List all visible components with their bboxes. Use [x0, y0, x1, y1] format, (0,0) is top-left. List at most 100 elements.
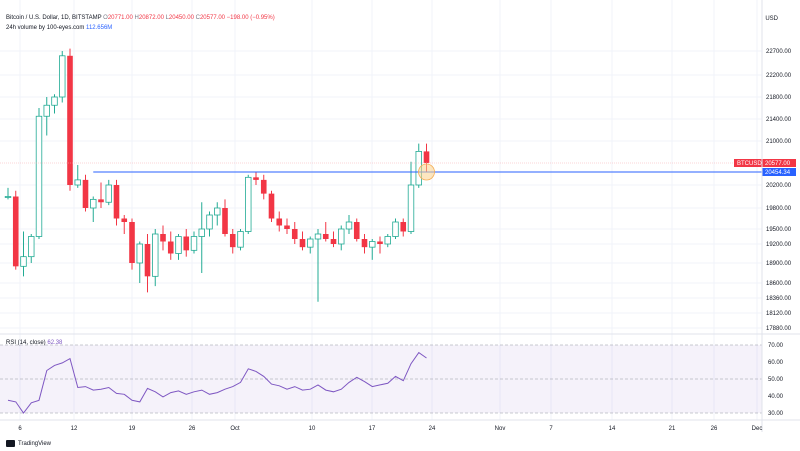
volume-legend: 24h volume by 100-eyes.com 112.656M [6, 25, 112, 31]
candle-up [214, 207, 221, 216]
candle-up [43, 104, 50, 117]
price-tick-label: 20200.00 [766, 183, 792, 189]
candle-down [260, 179, 267, 194]
candle-down [361, 239, 368, 248]
highlight-marker [418, 163, 435, 181]
candle-down [299, 239, 306, 248]
candle-up [384, 236, 391, 245]
candle-down [12, 196, 19, 267]
candle-up [90, 198, 97, 209]
rsi-legend: RSI (14, close) 62.38 [6, 340, 62, 346]
last-price-tag [762, 159, 796, 167]
close-label: C [195, 15, 200, 21]
time-tick-label: 19 [129, 426, 136, 432]
candle-down [144, 244, 151, 277]
time-tick-label: Nov [495, 426, 506, 432]
open-label: O [103, 15, 108, 21]
candle-up [392, 221, 399, 237]
price-tick-label: 21000.00 [766, 139, 792, 145]
close-value: 20577.00 [199, 15, 225, 21]
time-tick-label: 26 [189, 426, 196, 432]
price-tick-label: 19800.00 [766, 206, 792, 212]
rsi-tick-label: 70.00 [768, 343, 784, 349]
brand-name: TradingView [18, 440, 52, 447]
candle-up [59, 55, 66, 98]
rsi-tick-label: 30.00 [768, 411, 784, 417]
candle-down [423, 151, 430, 163]
symbol-legend: Bitcoin / U.S. Dollar, 1D, BITSTAMP O207… [6, 15, 275, 21]
candle-up [136, 243, 143, 264]
price-tick-label: 18360.00 [766, 296, 792, 302]
candle-down [98, 199, 104, 203]
candle-up [20, 256, 27, 267]
candle-up [152, 233, 159, 277]
price-tick-label: 22200.00 [766, 73, 792, 79]
high-value: 20872.00 [138, 15, 164, 21]
rsi-label: RSI (14, close) [6, 340, 46, 346]
candle-up [206, 214, 213, 230]
candle-down [284, 225, 290, 229]
low-value: 20450.00 [168, 15, 194, 21]
price-tick-label: 22700.00 [766, 49, 792, 55]
candle-down [222, 208, 228, 234]
last-price-label: 20577.00 [765, 161, 791, 167]
rsi-tick-label: 60.00 [768, 360, 784, 366]
low-label: L [165, 15, 169, 21]
price-tick-label: 18120.00 [766, 311, 792, 317]
candle-down [67, 55, 73, 185]
candle-up [105, 184, 112, 203]
currency-label[interactable]: USD [765, 16, 778, 22]
grid [0, 0, 762, 420]
candle-down [268, 193, 275, 219]
candle-down [183, 236, 190, 251]
time-tick-label: 10 [309, 426, 316, 432]
candle-down [229, 234, 236, 248]
candle-up [190, 236, 198, 251]
candle-down [113, 185, 120, 219]
candle-down [167, 241, 174, 254]
candle-up [4, 196, 12, 198]
rsi-tick-label: 40.00 [768, 394, 784, 400]
candle-down [121, 218, 128, 222]
symbol-tag [734, 159, 762, 167]
candle-up [407, 184, 415, 232]
support-price-label: 20454.34 [765, 170, 791, 176]
candle-down [160, 234, 166, 242]
candle-up [314, 233, 322, 240]
tradingview-icon [6, 440, 15, 447]
support-price-tag [762, 168, 796, 176]
candles [4, 48, 430, 302]
price-tick-label: 18600.00 [766, 281, 792, 287]
time-tick-label: 26 [711, 426, 718, 432]
price-tick-label: 19200.00 [766, 242, 792, 248]
candle-up [345, 221, 353, 230]
candle-up [369, 241, 376, 248]
time-tick-label: 21 [669, 426, 676, 432]
candle-up [51, 96, 58, 106]
time-tick-label: 17 [369, 426, 376, 432]
candle-up [28, 236, 35, 258]
rsi-line [7, 351, 427, 414]
price-tick-label: 18900.00 [766, 261, 792, 267]
candle-down [353, 222, 360, 239]
time-tick-label: 7 [549, 426, 553, 432]
candle-down [82, 179, 89, 208]
time-tick-label: Dec [752, 426, 763, 432]
candle-down [400, 222, 407, 232]
price-tick-label: 17880.00 [766, 326, 792, 332]
candle-down [129, 222, 135, 263]
candle-down [253, 177, 259, 180]
candle-up [338, 228, 345, 245]
change-value: −198.00 (−0.95%) [226, 15, 275, 21]
axes: 22700.00 22200.00 21800.00 21400.00 21000.00… [0, 0, 800, 432]
time-tick-label: 12 [71, 426, 78, 432]
high-label: H [134, 15, 139, 21]
volume-value: 112.656M [86, 25, 113, 31]
tradingview-logo[interactable]: TradingView [6, 440, 51, 447]
time-tick-label: 14 [609, 426, 616, 432]
rsi-tick-label: 50.00 [768, 377, 784, 383]
candle-up [307, 238, 314, 248]
